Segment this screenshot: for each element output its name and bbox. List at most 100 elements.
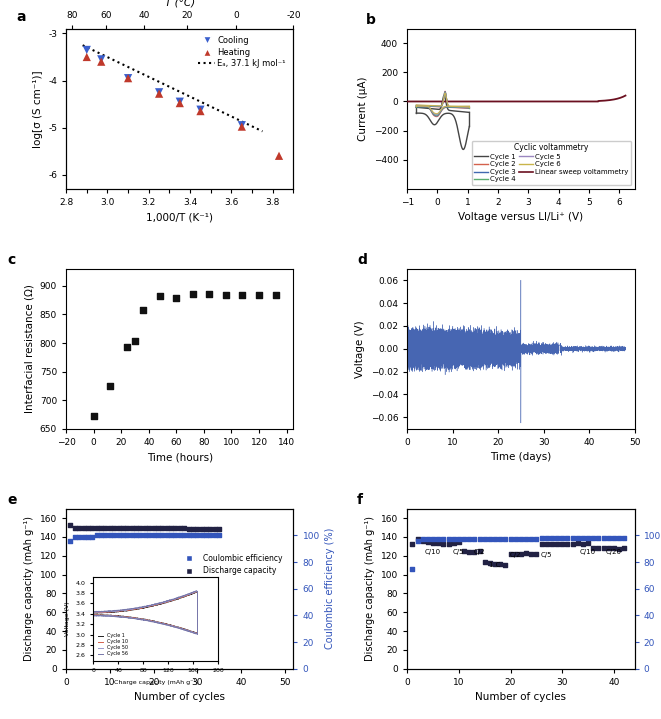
Point: [122, 530, 133, 541]
Point: [557, 532, 568, 544]
Text: a: a: [16, 10, 26, 24]
Point: [417, 533, 428, 545]
Point: [195, 104, 206, 116]
Point: [464, 533, 475, 545]
Point: [593, 542, 603, 554]
Point: [588, 532, 598, 544]
Point: [485, 533, 495, 545]
Point: [221, 289, 231, 301]
Point: [166, 523, 176, 534]
Point: [490, 559, 500, 570]
Point: [195, 106, 206, 117]
Point: [438, 538, 449, 549]
Text: C/2: C/2: [510, 551, 522, 558]
Point: [526, 533, 537, 545]
Point: [469, 533, 480, 545]
Point: [166, 530, 176, 541]
Point: [479, 557, 490, 568]
Point: [459, 533, 469, 545]
Point: [126, 530, 137, 541]
Point: [500, 533, 511, 545]
Point: [144, 523, 155, 534]
Point: [541, 532, 552, 544]
Point: [474, 545, 485, 557]
Point: [237, 119, 247, 131]
Point: [578, 532, 588, 544]
Point: [552, 538, 563, 549]
Point: [479, 533, 490, 545]
Point: [505, 548, 516, 559]
Legend: Cycle 1, Cycle 2, Cycle 3, Cycle 4, Cycle 5, Cycle 6, Linear sweep voltammetry: Cycle 1, Cycle 2, Cycle 3, Cycle 4, Cycl…: [472, 141, 631, 186]
Point: [161, 523, 172, 534]
Point: [614, 544, 625, 555]
Point: [175, 530, 185, 541]
Point: [196, 523, 207, 535]
Point: [464, 546, 475, 558]
Point: [161, 530, 172, 541]
Point: [485, 557, 495, 569]
Point: [603, 542, 614, 554]
Point: [516, 533, 526, 545]
Y-axis label: Coulombic efficiency (%): Coulombic efficiency (%): [325, 528, 335, 649]
Point: [131, 530, 141, 541]
Point: [135, 523, 145, 534]
Point: [81, 51, 92, 63]
Point: [113, 523, 124, 534]
Point: [96, 56, 106, 68]
Point: [154, 86, 165, 98]
Point: [270, 289, 281, 301]
Point: [87, 522, 98, 533]
Point: [603, 532, 614, 544]
Text: e: e: [7, 493, 17, 507]
Point: [155, 290, 165, 302]
Point: [552, 532, 563, 544]
Point: [69, 522, 80, 533]
Point: [83, 522, 93, 533]
X-axis label: Voltage versus LI/Li⁺ (V): Voltage versus LI/Li⁺ (V): [458, 212, 584, 222]
Text: b: b: [366, 13, 376, 27]
Point: [122, 523, 133, 534]
Point: [598, 542, 609, 554]
Point: [521, 547, 531, 559]
Point: [609, 542, 619, 554]
Point: [201, 523, 212, 535]
Text: C/10: C/10: [425, 549, 441, 555]
Point: [74, 522, 85, 533]
Point: [196, 530, 207, 541]
Point: [171, 293, 182, 304]
Point: [205, 523, 215, 535]
Point: [237, 121, 247, 132]
Point: [547, 538, 557, 549]
Point: [453, 536, 464, 547]
Point: [444, 538, 454, 549]
Point: [562, 532, 572, 544]
Point: [578, 538, 588, 549]
Point: [175, 96, 185, 107]
Point: [428, 533, 438, 545]
Point: [105, 380, 116, 392]
Point: [179, 523, 190, 534]
Point: [100, 522, 111, 533]
Point: [444, 533, 454, 545]
Point: [138, 304, 149, 316]
Point: [192, 530, 202, 541]
Point: [572, 532, 583, 544]
Point: [210, 530, 220, 541]
Point: [237, 289, 248, 301]
Point: [91, 530, 102, 541]
Point: [407, 563, 418, 574]
X-axis label: 1,000/T (K⁻¹): 1,000/T (K⁻¹): [146, 212, 214, 222]
Point: [126, 523, 137, 534]
Point: [588, 542, 598, 554]
Point: [205, 530, 215, 541]
Y-axis label: Current (μA): Current (μA): [358, 76, 368, 141]
Point: [459, 545, 469, 557]
Point: [210, 523, 220, 535]
Point: [562, 538, 572, 549]
Point: [583, 532, 594, 544]
Point: [516, 548, 526, 559]
Text: d: d: [357, 253, 367, 267]
Point: [531, 533, 541, 545]
Point: [78, 531, 89, 542]
Point: [109, 530, 120, 541]
